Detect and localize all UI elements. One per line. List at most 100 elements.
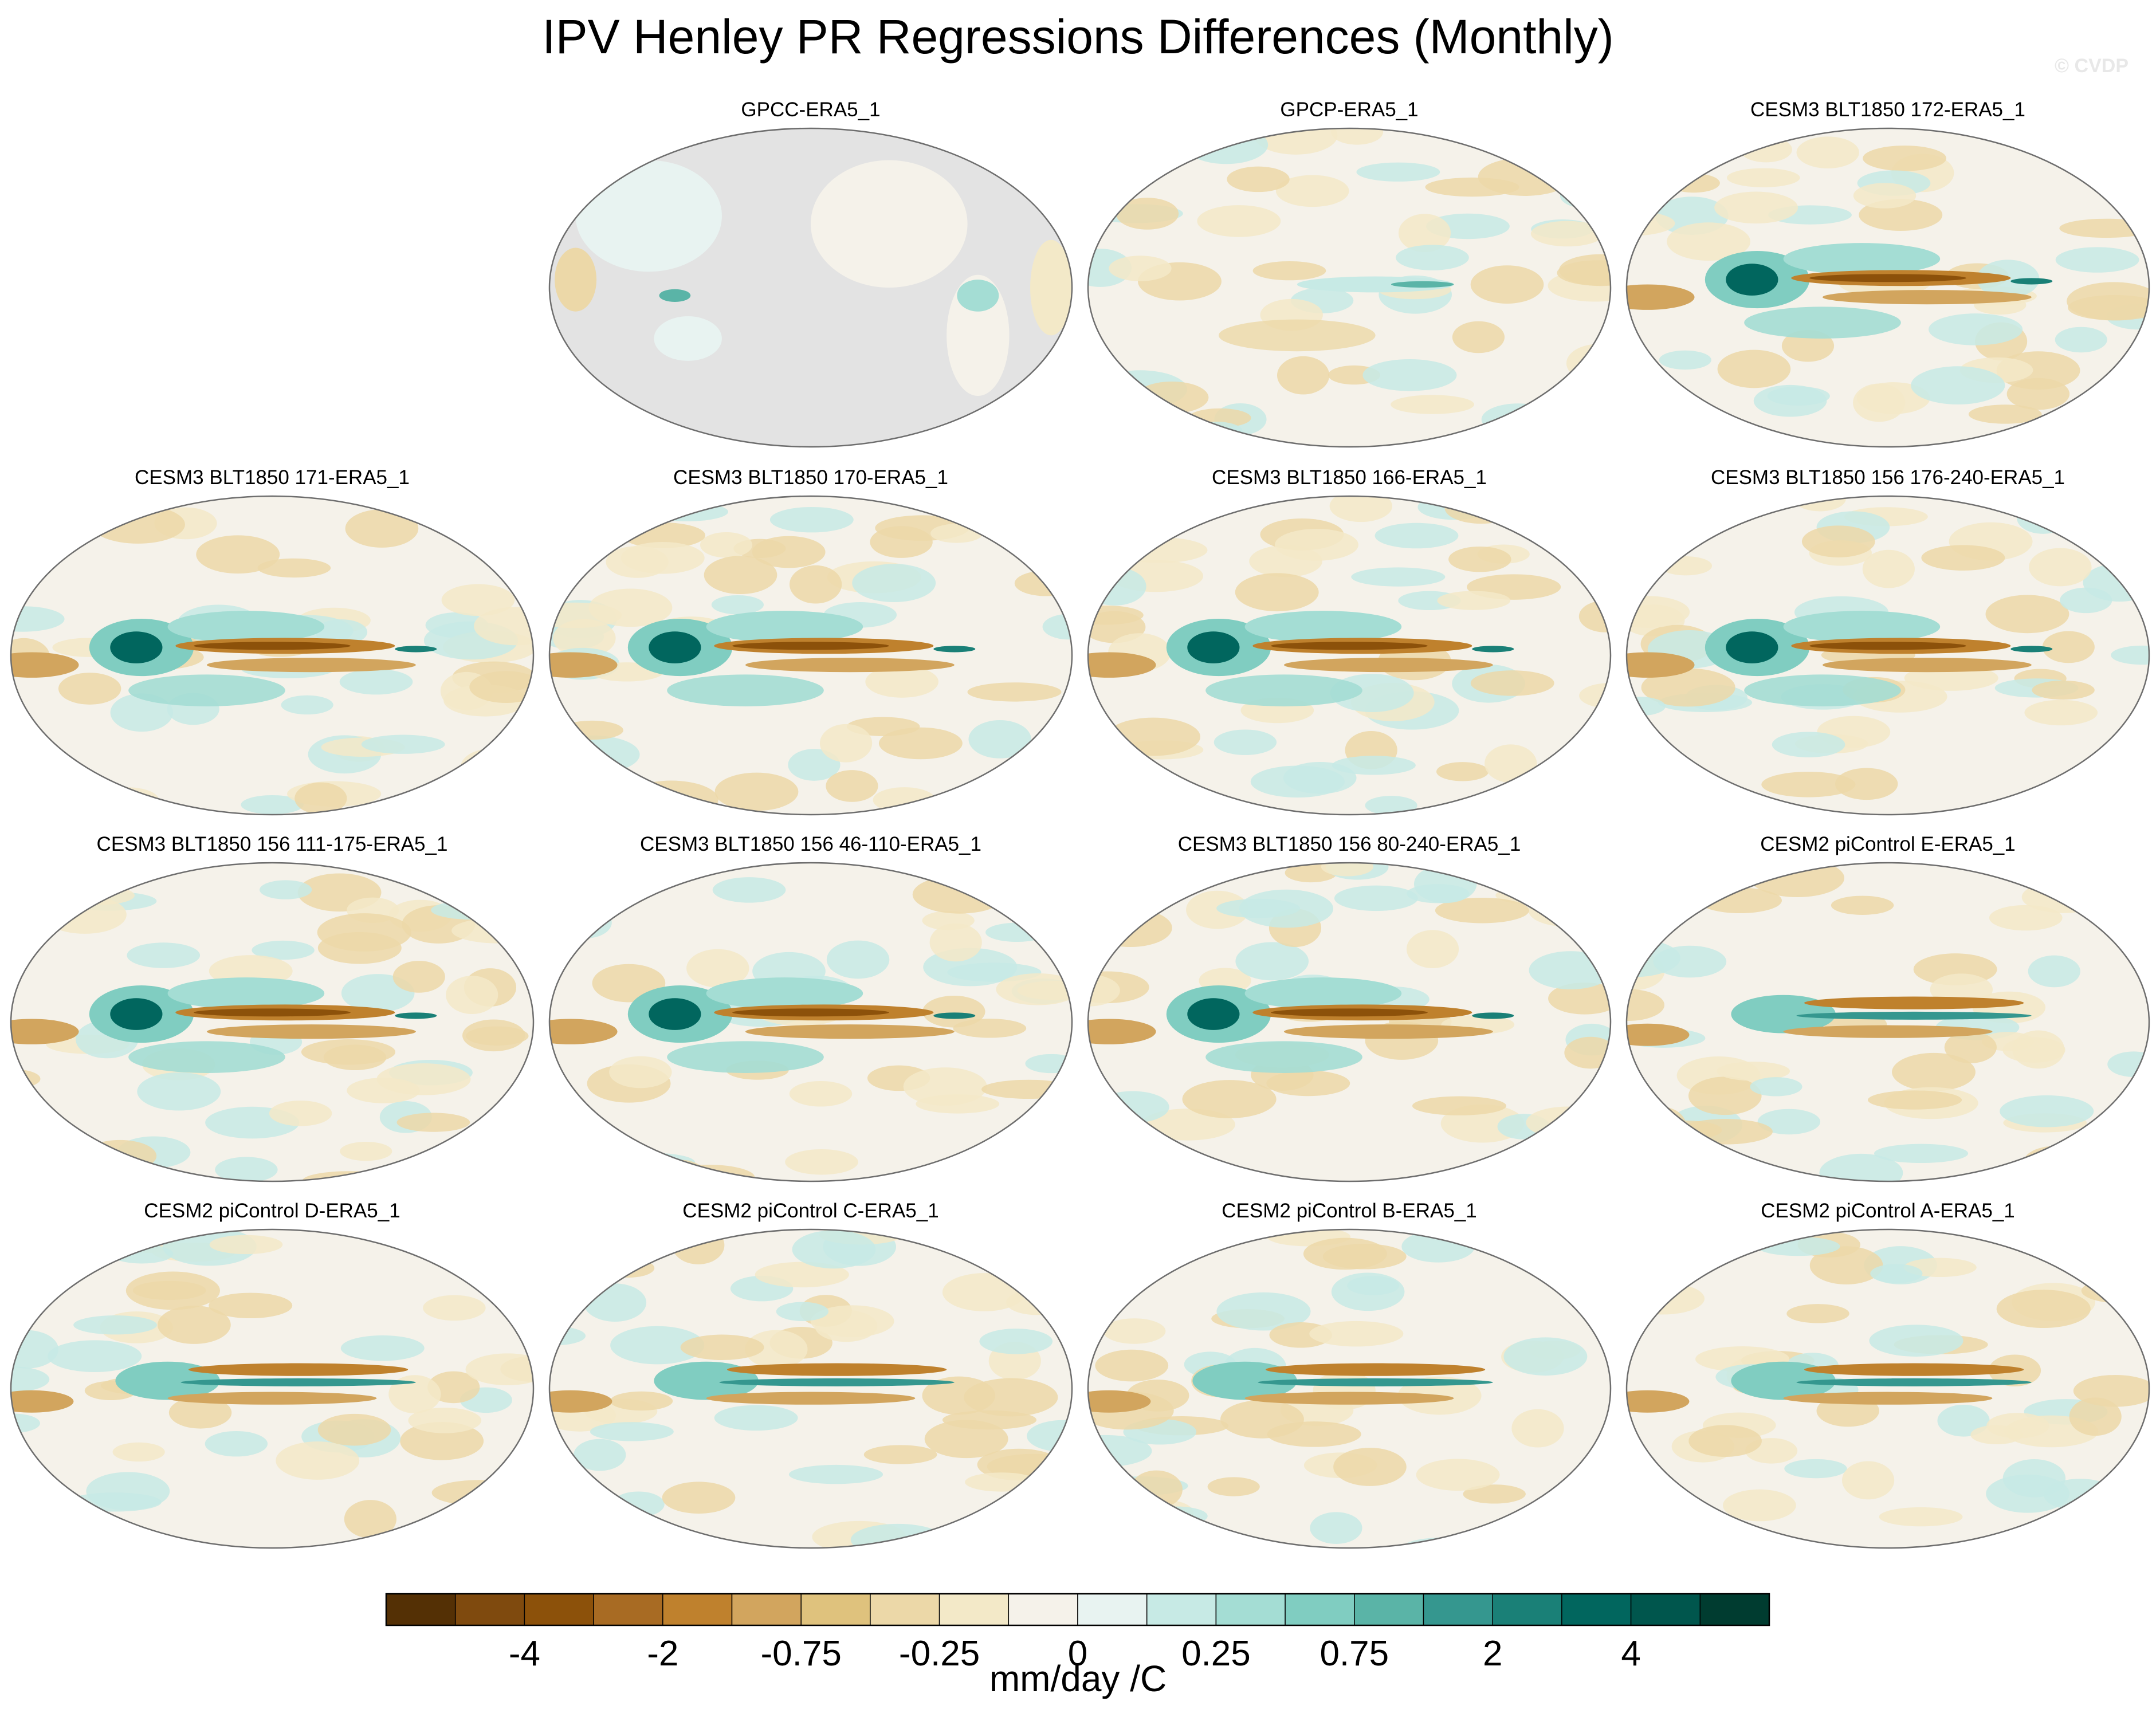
maritime-wet-core [1187,631,1240,663]
noise-patch [1332,756,1416,775]
noise-patch [460,748,523,787]
noise-patch [1401,1231,1475,1263]
noise-patch [819,724,873,763]
noise-patch [392,961,445,993]
eq-dry-core [194,1008,351,1017]
noise-patch [91,505,185,544]
noise-patch [1761,772,1856,797]
map-outline [10,862,535,1182]
noise-patch [2006,378,2070,410]
noise-patch [125,1271,220,1310]
noise-patch [2071,1138,2123,1158]
colorbar-swatch [1630,1593,1701,1626]
noise-patch [922,995,985,1028]
noise-patch [2029,548,2092,587]
noise-patch [11,1261,58,1280]
noise-patch [127,942,201,968]
north-dry-band [1804,1363,2024,1376]
noise-patch [1538,528,1592,554]
noise-patch [2069,1397,2122,1436]
noise-patch [468,1262,533,1287]
noise-patch [981,1079,1072,1099]
indian-dry [11,1019,79,1044]
noise-patch [1772,732,1845,757]
indian-dry [549,652,618,678]
north-dry-band [188,1363,409,1376]
north-wet-band [1244,611,1402,643]
noise-patch [11,1499,76,1532]
noise-patch [1019,1154,1071,1181]
map-panel: CESM2 piControl E-ERA5_1 [1624,832,2151,1182]
noise-patch [1688,1076,1762,1115]
noise-patch [1398,214,1451,253]
colorbar-swatch [454,1593,525,1626]
noise-patch [1481,403,1555,435]
spcz-wet [128,1041,285,1073]
noise-patch [1482,1229,1577,1251]
noise-patch [745,1330,808,1369]
noise-patch [317,913,411,952]
noise-patch [1019,1123,1072,1161]
noise-patch [2032,680,2095,700]
noise-patch [1470,670,1554,696]
noise-patch [1986,1413,2049,1439]
noise-patch [196,535,280,574]
noise-patch [1560,183,1611,209]
noise-patch [865,666,938,698]
noise-patch [1503,1337,1588,1376]
noise-patch [340,1335,425,1361]
noise-patch [1819,1153,1903,1181]
noise-patch [1533,520,1611,540]
noise-patch [612,1491,665,1517]
noise-patch [1197,205,1281,237]
watermark: © CVDP [2055,55,2128,77]
noise-patch [788,749,841,781]
figure-title: IPV Henley PR Regressions Differences (M… [542,10,1614,64]
map-panel: CESM3 BLT1850 156 111-175-ERA5_1 [9,832,536,1182]
indian-dry [11,1390,74,1413]
noise-patch [1216,1292,1311,1331]
colorbar-swatch [800,1593,871,1626]
colorbar-frame [385,1593,1770,1626]
map-panel: CESM2 piControl D-ERA5_1 [9,1199,536,1549]
south-dry-band [207,1024,416,1039]
noise-patch [17,1487,80,1519]
noise-patch [1416,1459,1500,1491]
colorbar-swatch [386,1593,456,1626]
noise-patch [1356,162,1440,182]
noise-patch [1435,897,1530,924]
maritime-wet-core [1726,264,1778,296]
noise-patch [1841,1461,1895,1500]
noise-patch [1275,529,1358,561]
colorbar-swatch [938,1593,1010,1626]
indian-dry [1088,652,1156,678]
noise-patch [755,1262,849,1288]
north-wet-band [1244,977,1402,1009]
map-outline [1625,127,2150,448]
panel-title: CESM2 piControl C-ERA5_1 [682,1200,939,1222]
noise-patch [83,1139,157,1172]
eq-wet-band [1796,1378,2032,1386]
noise-patch [905,1229,958,1244]
noise-patch [1627,1511,1679,1548]
noise-patch [260,880,312,899]
map-field [11,496,533,815]
noise-patch [1784,1459,1847,1479]
amazon-wet [957,280,999,312]
noise-patch [215,1157,278,1181]
noise-patch [1989,905,2063,931]
south-dry-band [1823,290,2032,305]
colorbar-swatch [1285,1593,1355,1626]
noise-patch [2059,218,2149,238]
noise-patch [252,940,315,960]
noise-patch [339,669,413,695]
south-dry-band [1783,1392,1993,1405]
noise-patch [1504,863,1578,878]
map-outline [1625,495,2150,816]
noise-patch [2069,1131,2122,1157]
eq-dry-core [194,642,351,650]
map-outline [1087,1228,1612,1549]
noise-patch [826,940,890,979]
indian-dry [549,1390,612,1413]
noise-patch [1863,146,1947,171]
